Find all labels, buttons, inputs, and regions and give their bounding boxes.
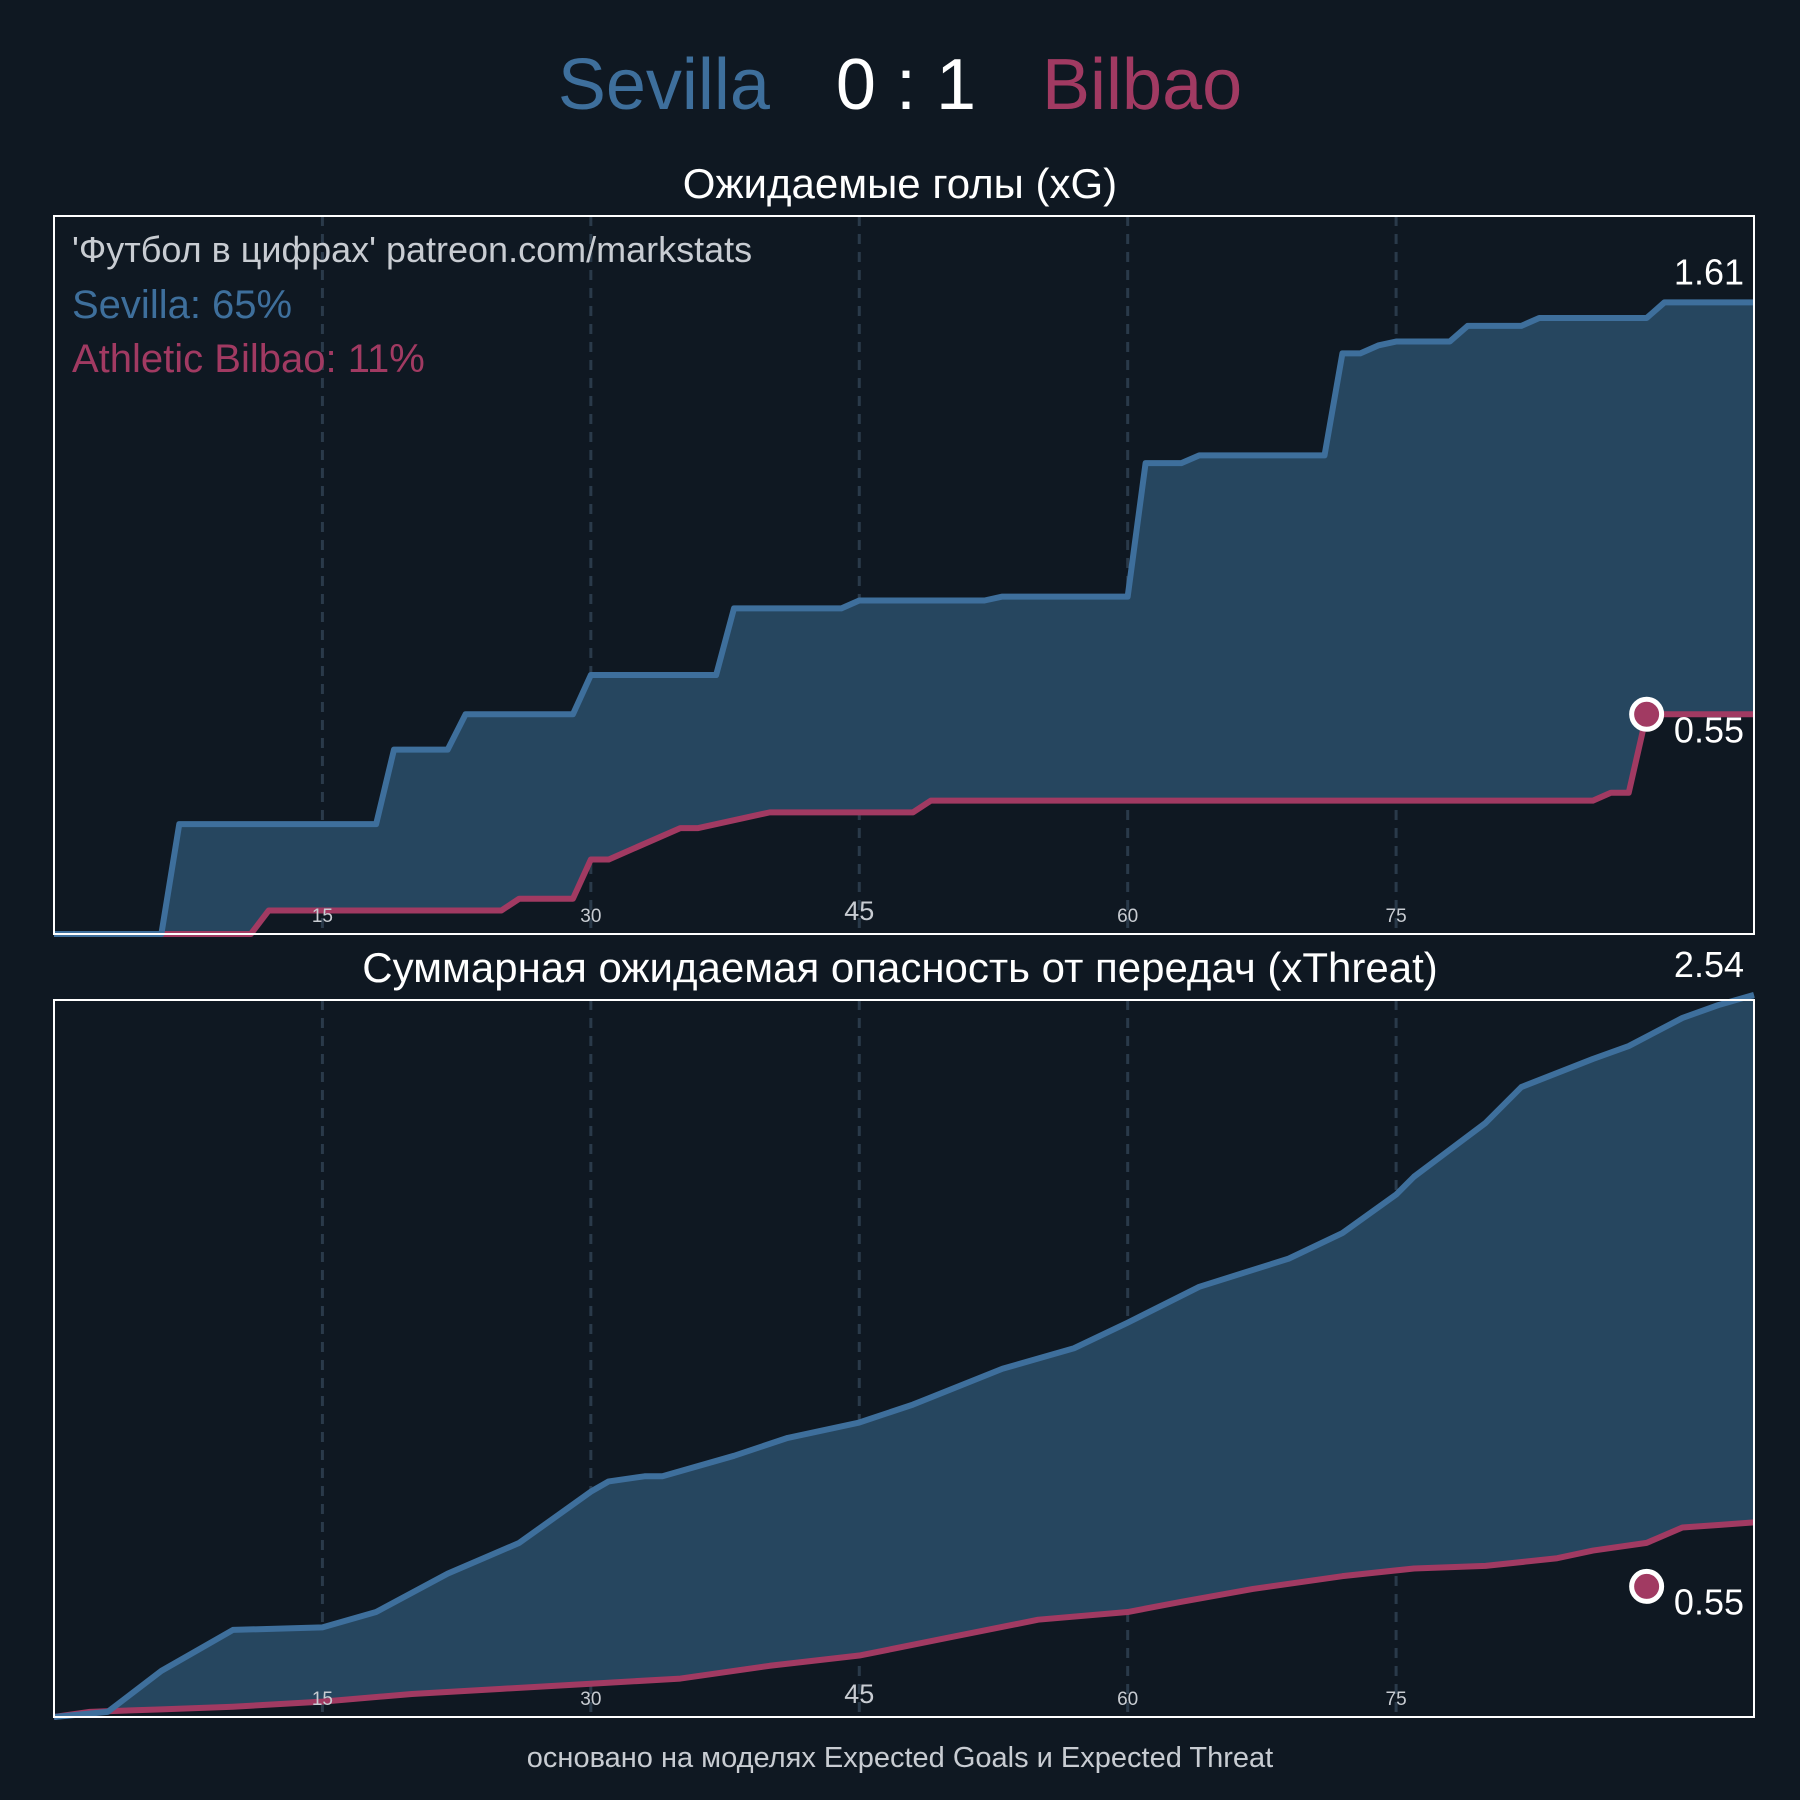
xg-chart: 15 30 45 60 75 1.61 0.55 'Футбол в цифрах' patr… [53,215,1755,937]
footer-note: основано на моделях Expected Goals и Exp… [526,1742,1274,1774]
xthreat-away-line [53,1519,1755,1720]
xg-chart-title: Ожидаемые голы (xG) [682,160,1118,207]
xg-tick-label-15: 15 [312,906,333,927]
xg-goal-marker [1629,696,1665,732]
xg-tick-label-45: 45 [844,896,874,926]
home-team-name: Sevilla [557,45,770,125]
away-win-probability: Athletic Bilbao: 11% [72,337,425,381]
xg-difference-area [54,302,1754,935]
xg-tick-label-30: 30 [580,906,601,927]
xg-tick-label-60: 60 [1117,906,1138,927]
xthreat-home-line [53,991,1755,1720]
xthreat-away-end-label: 0.55 [1674,1581,1744,1622]
home-win-probability: Sevilla: 65% [72,283,292,327]
xthreat-goal-marker [1629,1568,1665,1604]
xg-frame [53,215,1755,935]
xthreat-tick-label-30: 30 [580,1689,601,1710]
xthreat-tick-label-45: 45 [844,1679,874,1709]
xthreat-tick-label-60: 60 [1117,1689,1138,1710]
xg-away-end-label: 0.55 [1674,709,1744,750]
match-score: 0 : 1 [835,45,977,125]
xthreat-tick-label-75: 75 [1386,1689,1407,1710]
xthreat-home-end-label: 2.54 [1674,944,1744,985]
xthreat-chart-title: Суммарная ожидаемая опасность от передач… [362,944,1438,991]
xthreat-frame [53,999,1755,1718]
away-team-name: Bilbao [1042,45,1243,125]
xg-home-end-label: 1.61 [1674,251,1744,292]
match-header: Sevilla 0 : 1 Bilbao [0,30,1800,140]
xthreat-tick-label-15: 15 [312,1689,333,1710]
xthreat-difference-area [54,994,1754,1717]
xthreat-chart: 15 30 45 60 75 2.54 0.55 [53,944,1755,1720]
credit-annotation: 'Футбол в цифрах' patreon.com/markstats [72,229,752,270]
xg-home-line [54,299,1754,937]
xg-tick-label-75: 75 [1386,906,1407,927]
xg-away-line [54,711,1754,937]
